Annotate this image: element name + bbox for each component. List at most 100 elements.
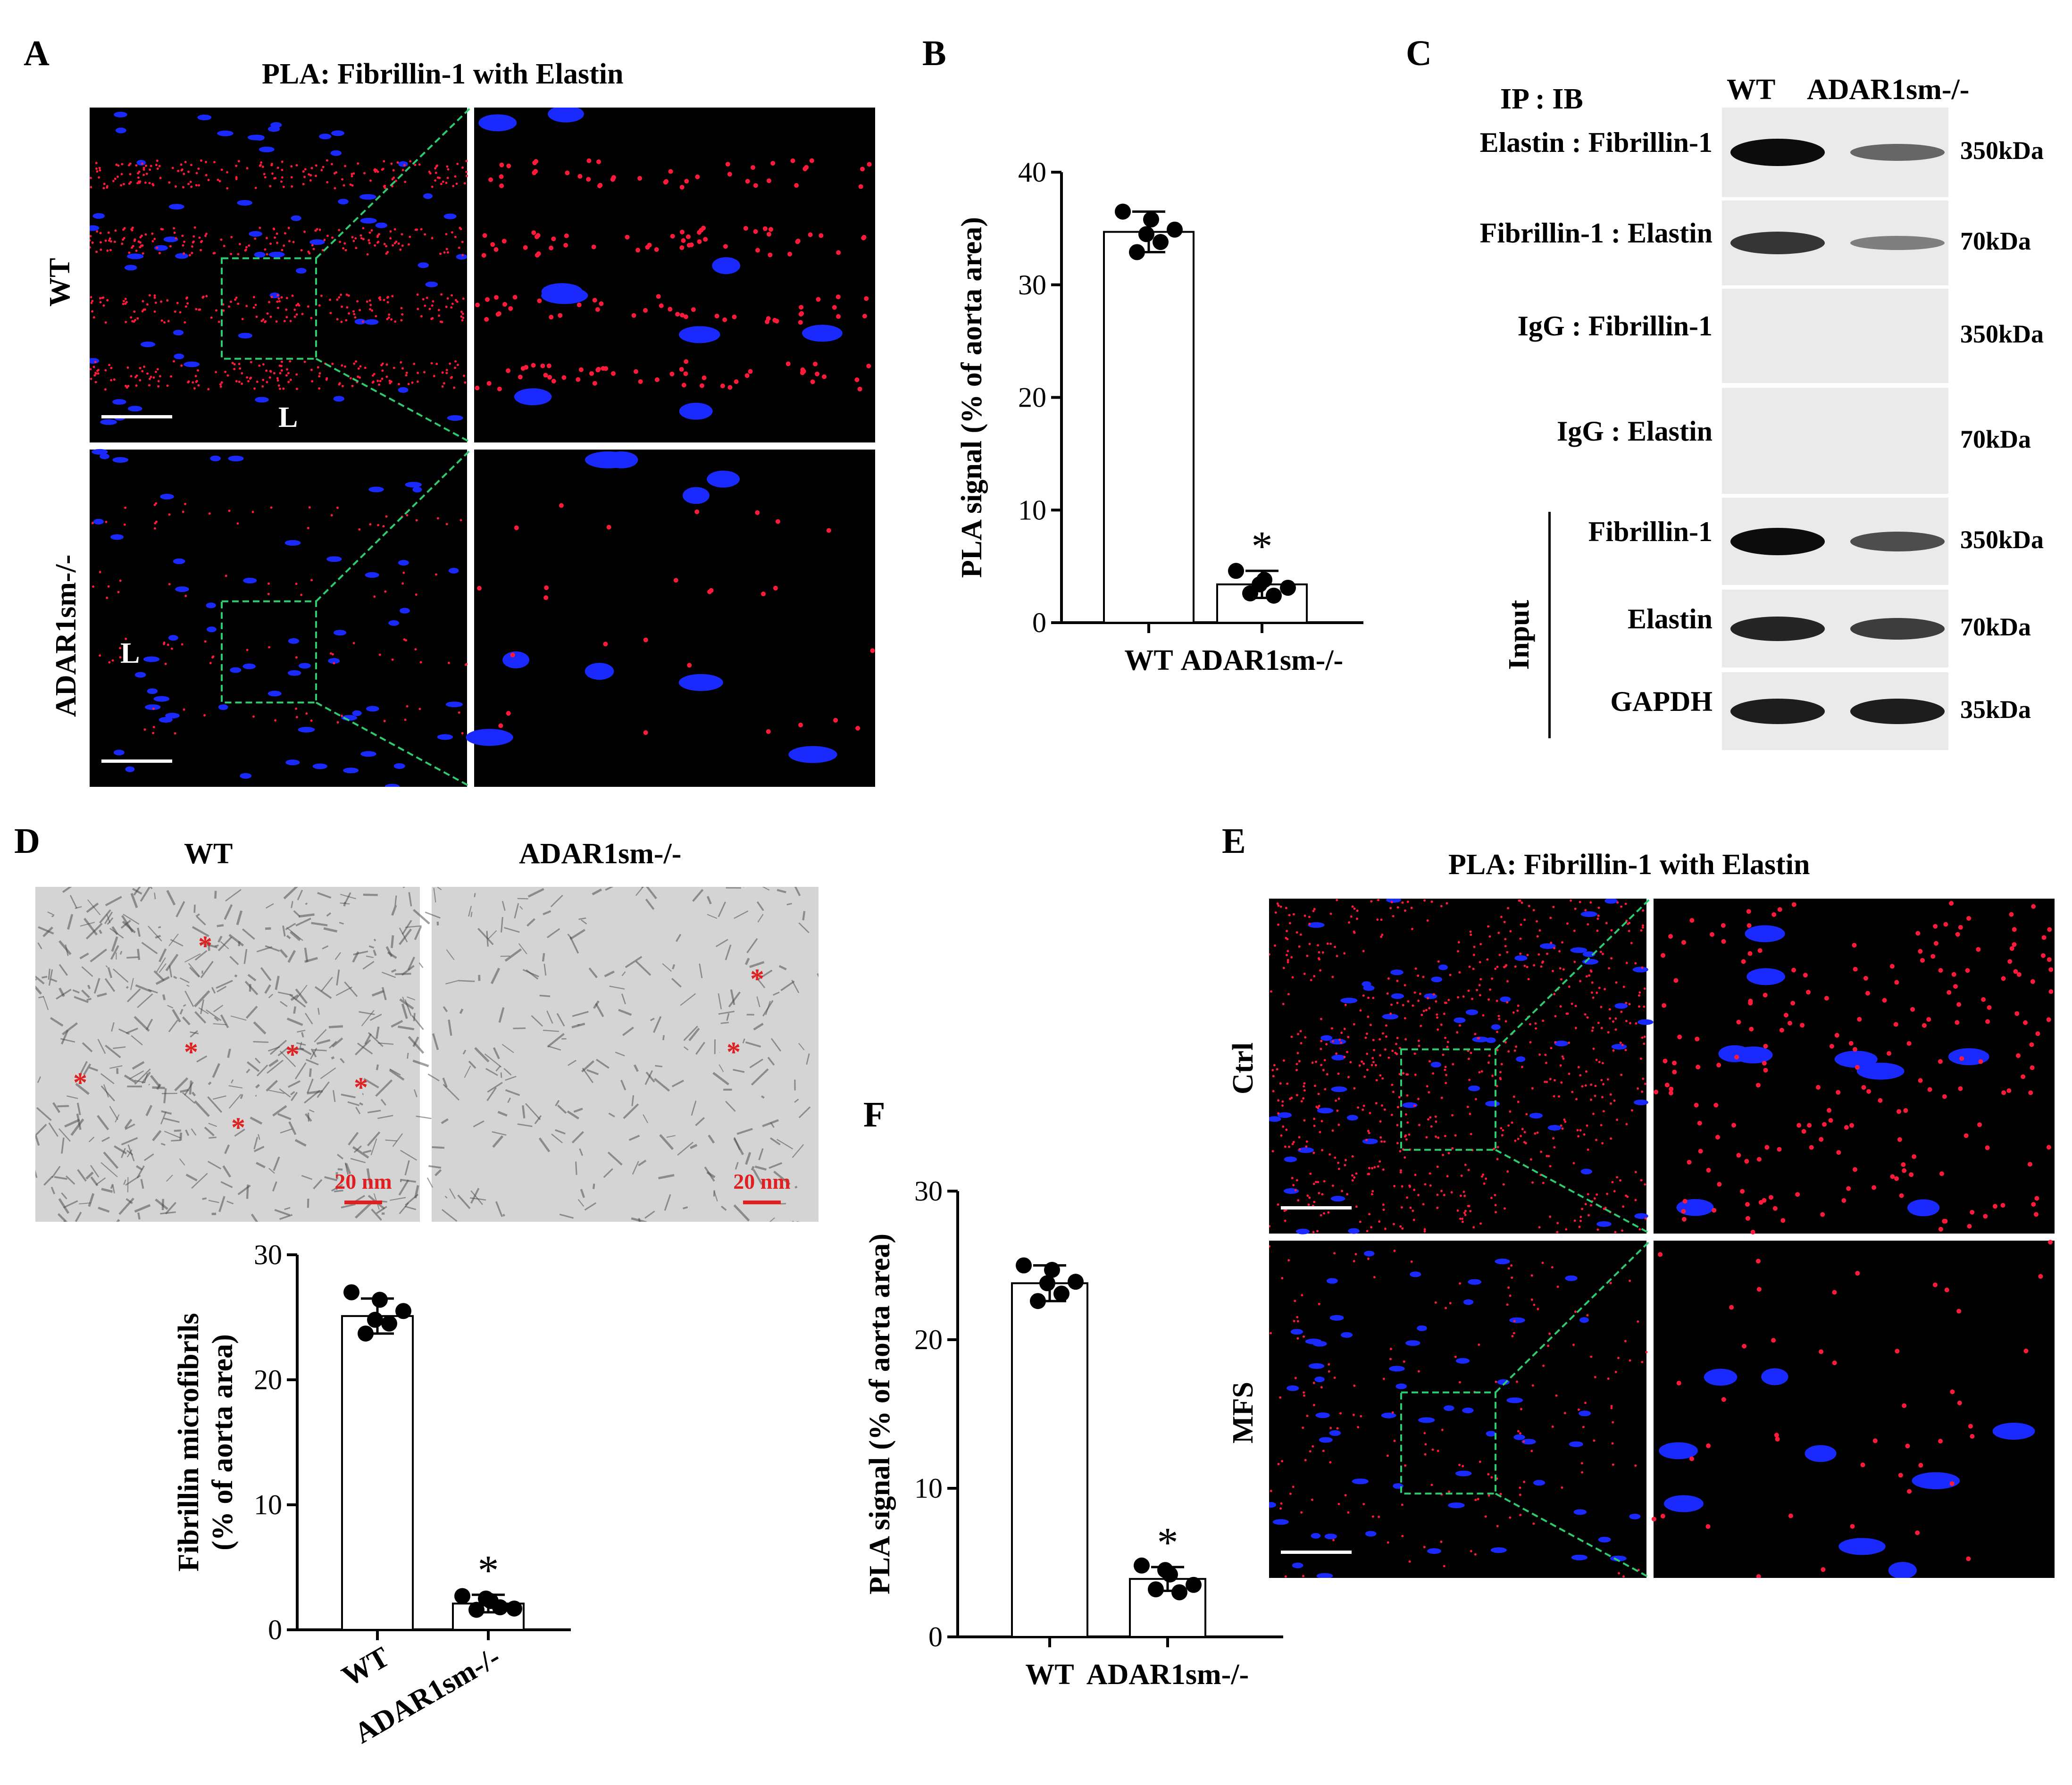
pla-dot (1634, 1171, 1637, 1174)
pla-dot (295, 313, 298, 316)
pla-dot (376, 235, 379, 238)
pla-dot (1687, 1159, 1692, 1165)
microfibril (462, 1050, 467, 1055)
pla-dot (1370, 1064, 1373, 1067)
pla-dot (259, 164, 262, 167)
pla-dot (404, 718, 407, 721)
pla-dot (1774, 1433, 1779, 1438)
pla-dot (92, 316, 95, 319)
pla-dot (1523, 1480, 1526, 1483)
pla-dot (205, 174, 208, 176)
pla-dot (158, 165, 161, 167)
microfibril (172, 1009, 181, 1023)
pla-dot (518, 375, 523, 380)
pla-dot (1325, 1043, 1328, 1046)
nucleus (1308, 1363, 1325, 1369)
pla-dot (270, 296, 273, 299)
pla-dot (1744, 1159, 1749, 1164)
pla-dot (694, 509, 700, 514)
nucleus (1676, 1199, 1714, 1216)
microfibril (604, 970, 615, 977)
pla-dot (204, 640, 207, 643)
pla-dot (1901, 1162, 1906, 1167)
microfibril (196, 916, 206, 926)
pla-dot (253, 387, 256, 390)
pla-dot (223, 244, 226, 247)
pla-dot (1590, 991, 1593, 994)
pla-dot (89, 235, 92, 238)
microfibril (212, 1063, 220, 1078)
pla-dot (287, 381, 290, 384)
pla-dot (1332, 1539, 1335, 1542)
pla-dot (1498, 953, 1501, 956)
pla-dot (308, 173, 310, 176)
nucleus (287, 670, 301, 676)
microfibril (70, 1118, 84, 1136)
pla-dot (1486, 958, 1489, 961)
microfibril (735, 1162, 739, 1170)
pla-dot (173, 227, 175, 230)
pla-dot (1383, 1108, 1386, 1111)
pla-dot (1642, 924, 1645, 927)
pla-dot (277, 297, 280, 300)
pla-dot (1406, 1073, 1409, 1076)
pla-dot (2016, 1053, 2021, 1058)
pla-dot (1915, 1530, 1920, 1535)
pla-dot (446, 176, 449, 179)
pla-dot (1482, 1014, 1485, 1017)
pla-dot (1279, 1507, 1282, 1510)
pla-dot (1574, 1026, 1577, 1029)
pla-dot (1736, 1153, 1741, 1158)
microfibril (113, 1046, 126, 1049)
pla-dot (1470, 934, 1472, 936)
pla-dot (142, 168, 145, 171)
pla-dot (415, 593, 418, 596)
data-point (1134, 1557, 1150, 1574)
pla-dot (122, 303, 125, 306)
microfibril (645, 899, 655, 910)
pla-dot (195, 308, 198, 310)
pla-dot (145, 164, 148, 167)
pla-dot (323, 239, 326, 242)
pla-dot (1345, 1051, 1348, 1053)
microfibril (244, 981, 259, 995)
blot-strip (1722, 108, 1948, 197)
pla-dot (1930, 954, 1936, 959)
blot-band (1850, 617, 1945, 640)
microfibril (381, 971, 396, 978)
pla-dot (1568, 1042, 1571, 1044)
pla-dot (2000, 1203, 2005, 1208)
pla-dot (121, 163, 124, 166)
pla-dot (800, 367, 805, 372)
pla-dot (326, 181, 329, 184)
pla-dot (205, 233, 208, 235)
pla-dot (1282, 967, 1285, 969)
pla-dot (1384, 1227, 1387, 1230)
pla-dot (1458, 971, 1461, 974)
pla-dot (1910, 1007, 1915, 1012)
pla-dot (295, 707, 298, 710)
pla-dot (1437, 1136, 1440, 1139)
pla-dot (1419, 993, 1421, 995)
pla-dot (1298, 945, 1301, 948)
microfibril (293, 1006, 297, 1014)
pla-dot (1550, 942, 1553, 944)
microfibril (307, 1090, 323, 1095)
microfibril (201, 942, 218, 949)
pla-dot (1399, 1169, 1402, 1172)
pla-dot (389, 237, 392, 240)
pla-dot (171, 167, 174, 169)
pla-dot (269, 370, 272, 373)
pla-dot (1581, 1208, 1584, 1210)
pla-dot (1285, 907, 1287, 909)
pla-dot (1333, 1376, 1336, 1379)
pla-dot (447, 168, 450, 171)
pla-dot (1538, 929, 1541, 932)
microfibril (706, 1171, 716, 1178)
pla-dot (442, 180, 444, 183)
pla-dot (1601, 952, 1604, 955)
pla-dot (1470, 1051, 1472, 1054)
microfibril (227, 1048, 231, 1058)
pla-dot (1383, 1140, 1386, 1143)
